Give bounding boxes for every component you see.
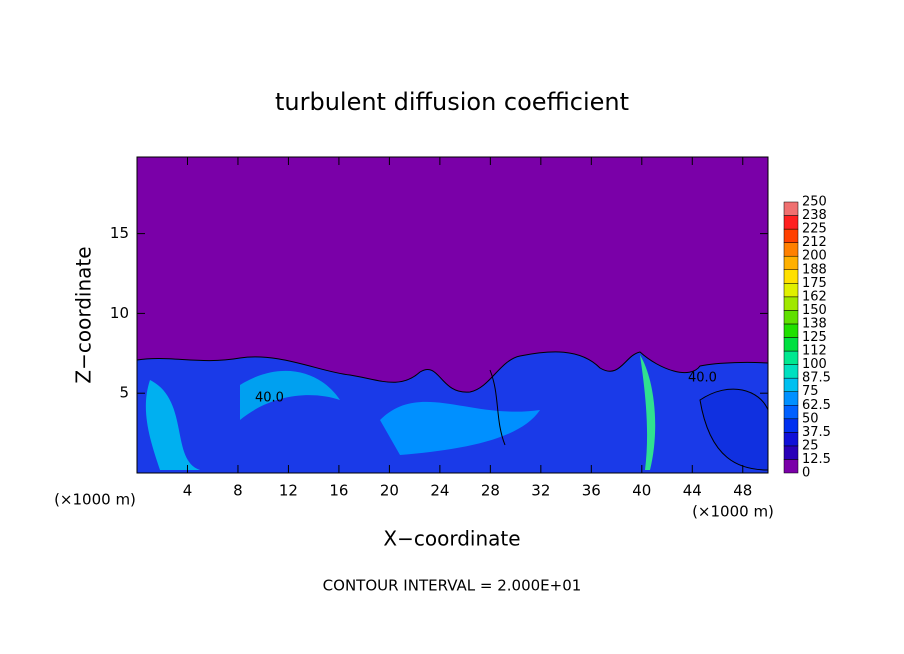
- colorbar-label: 50: [802, 411, 819, 426]
- colorbar-box: [783, 391, 799, 406]
- colorbar-label: 150: [802, 303, 827, 318]
- colorbar-box: [783, 201, 799, 216]
- x-tick-label: 24: [430, 482, 449, 500]
- colorbar-label: 62.5: [802, 398, 831, 413]
- colorbar-box: [783, 269, 799, 284]
- colorbar-label: 175: [802, 276, 827, 291]
- colorbar-label: 212: [802, 235, 827, 250]
- colorbar-label: 25: [802, 438, 819, 453]
- colorbar-box: [783, 350, 799, 365]
- x-tick-label: 44: [683, 482, 702, 500]
- colorbar-label: 100: [802, 357, 827, 372]
- colorbar-box: [783, 228, 799, 243]
- colorbar-label: 0: [802, 466, 810, 481]
- x-tick-label: 20: [380, 482, 399, 500]
- colorbar-label: 238: [802, 208, 827, 223]
- contour-line: [489, 369, 506, 446]
- colorbar-box: [783, 323, 799, 338]
- colorbar-label: 200: [802, 249, 827, 264]
- x-tick-label: 12: [279, 482, 298, 500]
- field-feature: [145, 380, 200, 470]
- colorbar-label: 12.5: [802, 452, 831, 467]
- x-unit: (×1000 m): [54, 491, 136, 509]
- colorbar-box: [783, 337, 799, 352]
- colorbar-label: 250: [802, 195, 827, 210]
- colorbar-label: 87.5: [802, 371, 831, 386]
- colorbar-label: 188: [802, 262, 827, 277]
- footnote: CONTOUR INTERVAL = 2.000E+01: [323, 577, 582, 595]
- chart-title: turbulent diffusion coefficient: [275, 88, 629, 116]
- colorbar-label: 138: [802, 316, 827, 331]
- x-tick-label: 16: [329, 482, 348, 500]
- x-unit: (×1000 m): [692, 503, 774, 521]
- colorbar-box: [783, 283, 799, 298]
- plot-frame: [136, 156, 769, 474]
- colorbar-label: 125: [802, 330, 827, 345]
- colorbar-box: [783, 310, 799, 325]
- field-feature: [640, 355, 656, 470]
- colorbar-box: [783, 364, 799, 379]
- x-tick-label: 48: [733, 482, 752, 500]
- colorbar-box: [783, 432, 799, 447]
- colorbar-box: [783, 445, 799, 460]
- colorbar-box: [783, 215, 799, 230]
- y-tick-label: 5: [119, 384, 129, 402]
- colorbar-label: 225: [802, 222, 827, 237]
- colorbar-box: [783, 418, 799, 433]
- y-tick-label: 10: [110, 304, 129, 322]
- colorbar-box: [783, 405, 799, 420]
- contour-label: 40.0: [688, 371, 717, 386]
- x-axis-label: X−coordinate: [383, 527, 520, 551]
- colorbar-box: [783, 242, 799, 257]
- colorbar-box: [783, 296, 799, 311]
- y-tick-label: 15: [110, 224, 129, 242]
- colorbar-label: 162: [802, 289, 827, 304]
- x-tick-label: 28: [481, 482, 500, 500]
- x-tick-label: 40: [632, 482, 651, 500]
- y-axis-label: Z−coordinate: [72, 246, 96, 383]
- x-tick-label: 36: [582, 482, 601, 500]
- colorbar-label: 112: [802, 344, 827, 359]
- field-feature: [240, 370, 340, 420]
- field-feature: [380, 401, 540, 455]
- colorbar-box: [783, 255, 799, 271]
- colorbar-label: 37.5: [802, 425, 831, 440]
- x-tick-label: 8: [233, 482, 243, 500]
- x-tick-label: 32: [531, 482, 550, 500]
- colorbar-box: [783, 377, 799, 392]
- x-tick-label: 4: [183, 482, 193, 500]
- contour-label: 40.0: [255, 391, 284, 406]
- colorbar-label: 75: [802, 384, 819, 399]
- colorbar-box: [783, 459, 799, 474]
